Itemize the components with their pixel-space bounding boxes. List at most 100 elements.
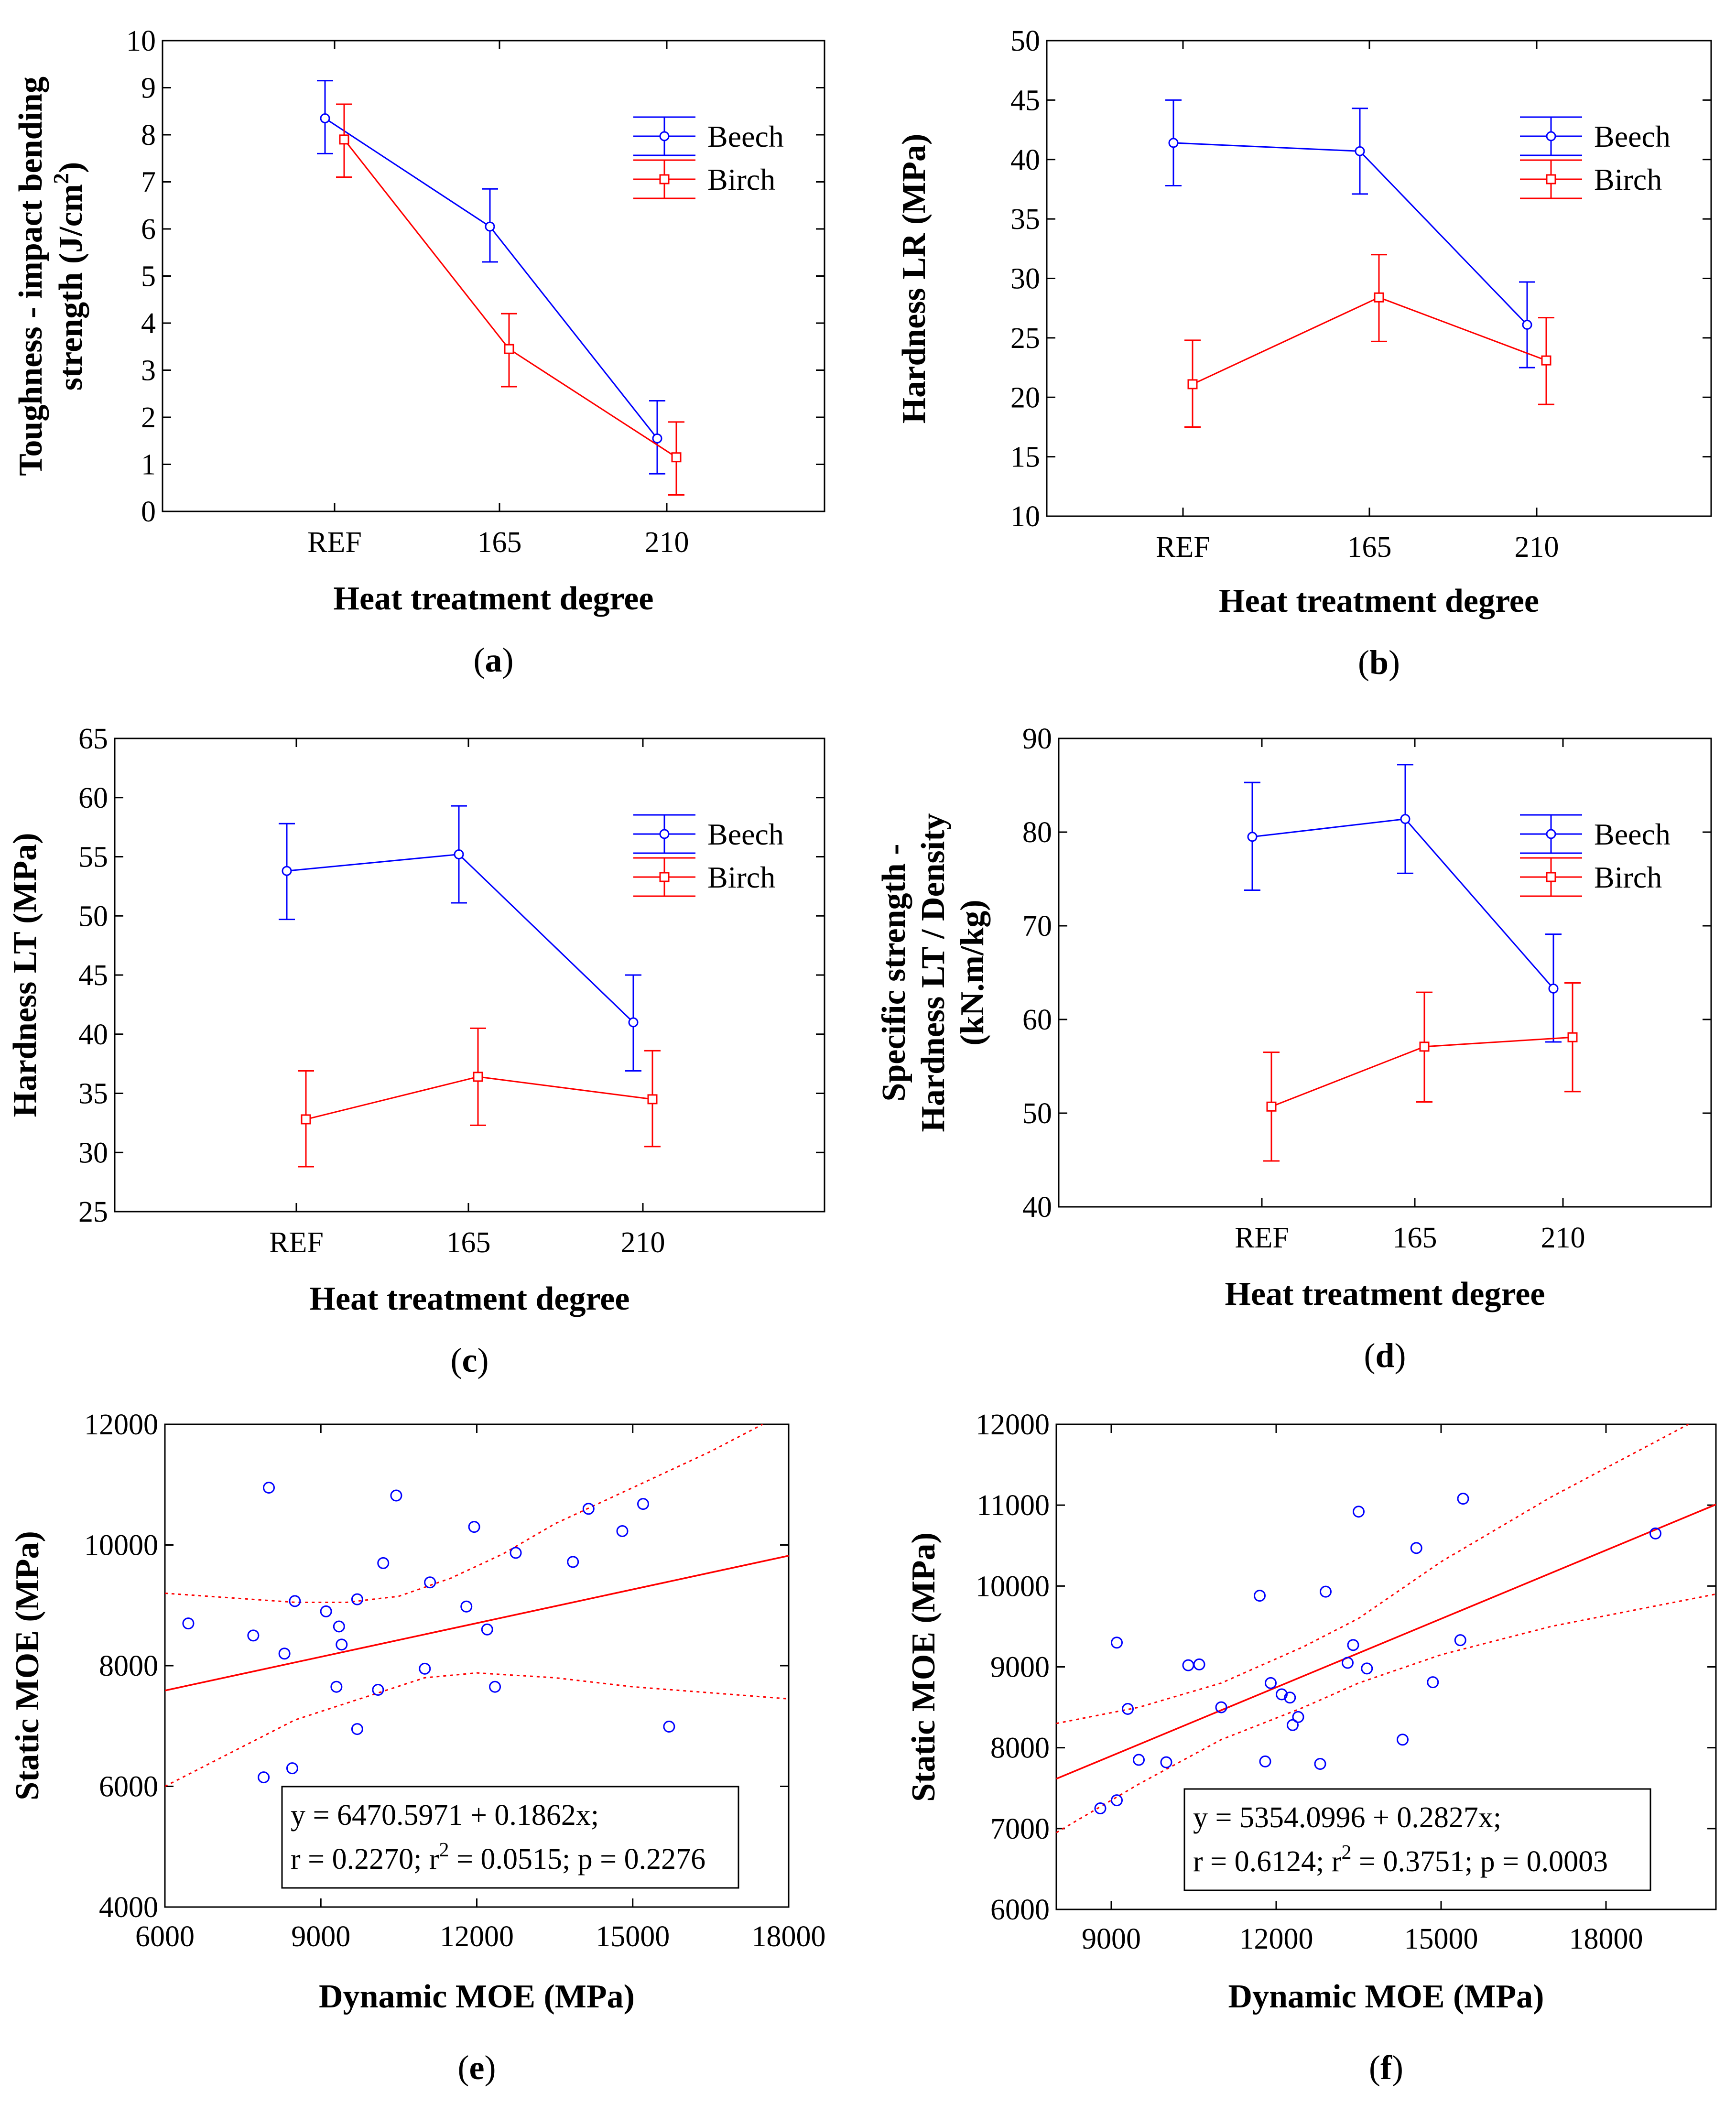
y-tick-label: 15	[1010, 441, 1040, 474]
chart-panel-b: 10 15 20 25 30 35 40 45 50 REF 165 210 Beech Birch Har…	[896, 25, 1712, 682]
stats-sup: 2	[439, 1839, 449, 1861]
scatter-point	[286, 1762, 298, 1775]
y-axis-label-text: Static MOE (MPa)	[9, 1531, 46, 1800]
scatter-point	[258, 1771, 270, 1784]
stats-box: y = 6470.5971 + 0.1862x; r = 0.2270; r2 =…	[281, 1786, 739, 1889]
legend-entry-birch: Birch	[633, 857, 775, 897]
series-birch	[298, 1027, 661, 1168]
y-tick-label: 30	[1010, 263, 1040, 295]
scatter-point	[1410, 1542, 1422, 1554]
y-axis-label-sup: 2	[49, 173, 73, 184]
chart-panel-a: 0 1 2 3 4 5 6 7 8 9 10 REF 165 210 Beech Birch Toughness…	[12, 25, 825, 679]
confidence-band-lower	[165, 1672, 789, 1787]
y-tick-label: 70	[1022, 910, 1052, 943]
caption-close: )	[1389, 643, 1400, 682]
legend-entry-beech: Beech	[633, 116, 784, 156]
scatter-point	[582, 1503, 595, 1515]
x-axis-label: Dynamic MOE (MPa)	[1228, 1978, 1544, 2015]
scatter-point	[1649, 1527, 1661, 1539]
data-point-birch	[1541, 355, 1552, 366]
caption-open: (	[474, 641, 485, 679]
y-tick-label: 30	[78, 1137, 108, 1169]
data-point-birch	[647, 1094, 658, 1105]
scatter-point	[351, 1593, 363, 1605]
y-tick-label: 4	[141, 307, 156, 340]
x-tick-label: 210	[1541, 1222, 1585, 1254]
legend-label: Birch	[1594, 163, 1662, 196]
data-point-beech	[652, 433, 662, 444]
y-axis-label-line2: strength (J/cm2)	[49, 162, 89, 391]
y-tick-label: 7	[141, 166, 156, 199]
panel-caption: (d)	[1364, 1336, 1406, 1375]
scatter-point	[1342, 1657, 1354, 1669]
series-birch	[336, 103, 684, 496]
y-tick-label: 10000	[84, 1529, 158, 1562]
x-tick-label: 18000	[752, 1920, 826, 1953]
chart-panel-d: 40 50 60 70 80 90 REF 165 210 Beech Birch Specific …	[876, 723, 1712, 1375]
scatter-point	[1094, 1802, 1107, 1815]
scatter-point	[1287, 1719, 1299, 1731]
y-tick-label: 80	[1022, 816, 1052, 849]
legend-marker	[659, 174, 670, 184]
regression-equation: y = 5354.0996 + 0.2827x;	[1193, 1801, 1501, 1834]
scatter-point	[1454, 1634, 1466, 1647]
caption-close: )	[1392, 2049, 1403, 2087]
x-axis-label: Heat treatment degree	[310, 1280, 630, 1317]
caption-letter: b	[1369, 643, 1389, 682]
data-point-birch	[1567, 1032, 1578, 1042]
y-tick-label: 6000	[99, 1771, 158, 1803]
legend-entry-birch: Birch	[633, 159, 775, 199]
confidence-band-upper	[165, 1424, 763, 1603]
scatter-point	[1254, 1590, 1266, 1602]
y-tick-label: 90	[1022, 723, 1052, 755]
scatter-point	[567, 1556, 579, 1568]
scatter-point	[372, 1684, 384, 1696]
panel-caption: (b)	[1358, 643, 1400, 682]
y-tick-label: 65	[78, 723, 108, 755]
y-tick-label: 50	[1010, 25, 1040, 57]
scatter-point	[1457, 1493, 1469, 1505]
scatter-point	[1320, 1585, 1332, 1598]
legend-label: Beech	[707, 817, 784, 851]
x-tick-label: 12000	[440, 1920, 514, 1953]
scatter-point	[1347, 1639, 1359, 1651]
y-tick-label: 8000	[99, 1650, 158, 1682]
legend-entry-birch: Birch	[1520, 159, 1662, 199]
y-axis-label-text: strength (J/cm	[53, 184, 89, 390]
y-axis-label: Hardness LT (MPa)	[7, 833, 43, 1117]
y-tick-label: 60	[78, 782, 108, 814]
x-tick-label: 210	[621, 1226, 665, 1259]
x-tick-label: 165	[446, 1226, 491, 1259]
data-point-birch	[339, 134, 349, 145]
stats-post: = 0.3751; p = 0.0003	[1351, 1845, 1608, 1878]
legend-marker	[1546, 872, 1556, 882]
scatter-point	[1259, 1755, 1271, 1767]
y-tick-label: 35	[1010, 203, 1040, 236]
x-axis-label: Heat treatment degree	[1219, 583, 1539, 619]
series-birch	[1263, 982, 1581, 1162]
series-line	[305, 1076, 653, 1120]
series-line	[286, 853, 634, 1023]
scatter-point	[637, 1498, 649, 1510]
panel-caption: (a)	[474, 641, 514, 679]
y-axis-label-text: Static MOE (MPa)	[905, 1532, 942, 1802]
plot-frame	[114, 737, 825, 1213]
data-point-birch	[473, 1072, 483, 1082]
series-beech	[317, 80, 665, 475]
y-tick-label: 40	[1022, 1191, 1052, 1224]
scatter-point	[333, 1620, 345, 1633]
regression-group	[1056, 1424, 1716, 1833]
legend-marker	[1546, 131, 1556, 141]
legend-label: Birch	[1594, 860, 1662, 894]
y-tick-label: 55	[78, 841, 108, 874]
caption-open: (	[1364, 1336, 1375, 1375]
x-tick-label: 165	[1393, 1222, 1437, 1254]
scatter-point	[1265, 1677, 1277, 1689]
legend-marker	[659, 872, 670, 882]
regression-stats: r = 0.6124; r2 = 0.3751; p = 0.0003	[1193, 1842, 1608, 1878]
y-axis-label: Hardness LR (MPa)	[896, 134, 933, 424]
caption-close: )	[1395, 1336, 1406, 1375]
y-tick-label: 10	[126, 25, 156, 57]
caption-letter: a	[485, 641, 502, 679]
x-tick-label: 165	[1347, 531, 1392, 564]
